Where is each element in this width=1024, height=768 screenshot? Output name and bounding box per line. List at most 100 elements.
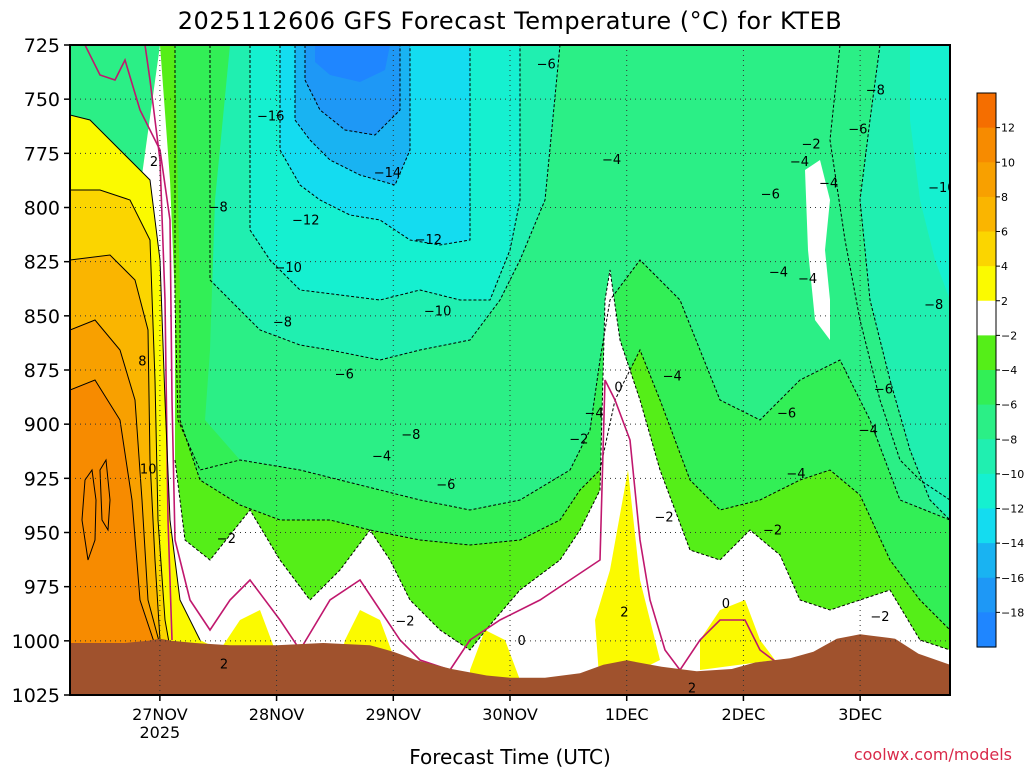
isotherm-plus6 xyxy=(70,254,161,641)
x-tick-label: 28NOV xyxy=(249,705,305,724)
contour-label: 2 xyxy=(220,658,228,673)
contour-label: −6 xyxy=(777,406,796,421)
contour-label: −2 xyxy=(395,614,414,629)
y-tick-label: 1025 xyxy=(12,685,60,707)
y-tick-label: 725 xyxy=(24,35,60,57)
contour-label: −14 xyxy=(374,166,401,181)
colorbar-label: 10 xyxy=(1001,156,1015,169)
contour-label: −2 xyxy=(870,610,889,625)
colorbar-swatch xyxy=(977,335,996,371)
y-tick-label: 950 xyxy=(24,523,60,545)
colorbar-swatch xyxy=(977,231,996,267)
contour-label: −8 xyxy=(924,298,943,313)
y-tick-label: 850 xyxy=(24,306,60,328)
contour-label: −6 xyxy=(848,123,867,138)
contour-label: −4 xyxy=(786,467,805,482)
grid xyxy=(70,45,950,695)
ground-terrain xyxy=(70,634,950,695)
colorbar-swatch xyxy=(977,577,996,613)
contour-label: −12 xyxy=(415,233,442,248)
contour-label: −4 xyxy=(819,177,838,192)
contour-label: −4 xyxy=(584,406,603,421)
contour-label: −6 xyxy=(436,478,455,493)
x-tick-label: 2DEC xyxy=(722,705,766,724)
isotherm-minus16 xyxy=(294,45,411,186)
contour-label: −16 xyxy=(257,110,284,125)
y-tick-label: 825 xyxy=(24,252,60,274)
y-tick-label: 975 xyxy=(24,577,60,599)
isotherm-plus10-cell xyxy=(81,468,97,561)
y-tick-label: 1000 xyxy=(12,631,60,653)
colorbar-swatch xyxy=(977,543,996,579)
colorbar-label: −6 xyxy=(1001,399,1017,412)
colorbar-label: 6 xyxy=(1001,226,1008,239)
isotherm-minus14 xyxy=(279,45,471,246)
colorbar-label: 12 xyxy=(1001,122,1015,135)
y-tick-label: 925 xyxy=(24,468,60,490)
contour-labels: −16 −14 −12 −12 −10 −8 −10 −8 −6 −8 −4 −6 −2 −2 0 2 2 0 −4… xyxy=(138,58,955,696)
isotherm-plus2 xyxy=(70,114,201,641)
contour-label: 2 xyxy=(150,155,158,170)
contour-label: −4 xyxy=(372,450,391,465)
y-axis: 725 750 775 800 825 850 875 900 925 950 975 1000 102… xyxy=(12,35,70,707)
contour-label: −2 xyxy=(802,138,821,153)
isotherm-minus12 xyxy=(249,45,521,301)
contour-label: −10 xyxy=(928,181,955,196)
contour-label: −2 xyxy=(654,510,673,525)
contour-label: −12 xyxy=(292,214,319,229)
field-warm-patch xyxy=(805,160,830,340)
contour-label: −10 xyxy=(424,305,451,320)
contour-label: −4 xyxy=(859,424,878,439)
y-tick-label: 750 xyxy=(24,89,60,111)
y-tick-label: 875 xyxy=(24,360,60,382)
chart-title: 2025112606 GFS Forecast Temperature (°C)… xyxy=(178,7,842,35)
contour-label: 0 xyxy=(722,597,730,612)
contour-label: −6 xyxy=(537,58,556,73)
colorbar-swatch xyxy=(977,473,996,510)
colorbar-label: 8 xyxy=(1001,191,1008,204)
colorbar-swatch xyxy=(977,612,996,648)
freezing-line-left xyxy=(144,45,173,641)
isotherm-plus10-cell-b xyxy=(99,458,111,532)
contour-label: −6 xyxy=(761,188,780,203)
isotherm-minus2 xyxy=(174,269,950,651)
contour-label: −4 xyxy=(602,153,621,168)
colorbar-label: −10 xyxy=(1001,468,1024,481)
colorbar-swatch xyxy=(977,266,996,302)
contour-label: −4 xyxy=(769,266,788,281)
contour-label: −4 xyxy=(798,272,817,287)
contour-label: −2 xyxy=(569,432,588,447)
colorbar-label: −16 xyxy=(1001,572,1024,585)
credit-link[interactable]: coolwx.com/models xyxy=(854,745,1012,764)
x-axis-label: Forecast Time (UTC) xyxy=(409,745,611,768)
colorbar-swatch xyxy=(977,404,996,440)
colorbar-swatch xyxy=(977,162,996,198)
colorbar-swatch xyxy=(977,508,996,544)
x-tick-label: 29NOV xyxy=(365,705,421,724)
colorbar-label: −18 xyxy=(1001,606,1024,619)
x-tick-label: 30NOV xyxy=(482,705,538,724)
x-tick-label: 27NOV xyxy=(132,705,188,724)
colorbar-swatch xyxy=(977,127,996,163)
colorbar-label: 4 xyxy=(1001,260,1008,273)
contour-label: −2 xyxy=(217,532,236,547)
colorbar-swatch xyxy=(977,300,996,336)
colorbar-swatch xyxy=(977,370,996,406)
contour-label: −8 xyxy=(273,315,292,330)
contour-label: −6 xyxy=(874,383,893,398)
x-tick-sublabel: 2025 xyxy=(140,723,181,742)
y-tick-label: 775 xyxy=(24,143,60,165)
plot-area: −16 −14 −12 −12 −10 −8 −10 −8 −6 −8 −4 −6 −2 −2 0 2 2 0 −4… xyxy=(70,45,955,696)
field-right-minus12 xyxy=(910,45,950,300)
x-tick-label: 1DEC xyxy=(605,705,649,724)
colorbar-label: 2 xyxy=(1001,295,1008,308)
contour-label: −2 xyxy=(763,523,782,538)
freezing-line-main xyxy=(84,45,781,672)
colorbar-label: −12 xyxy=(1001,503,1024,516)
y-tick-label: 800 xyxy=(24,198,60,220)
colorbar-label: −8 xyxy=(1001,433,1017,446)
colorbar-label: −14 xyxy=(1001,537,1024,550)
contour-label: −8 xyxy=(866,84,885,99)
